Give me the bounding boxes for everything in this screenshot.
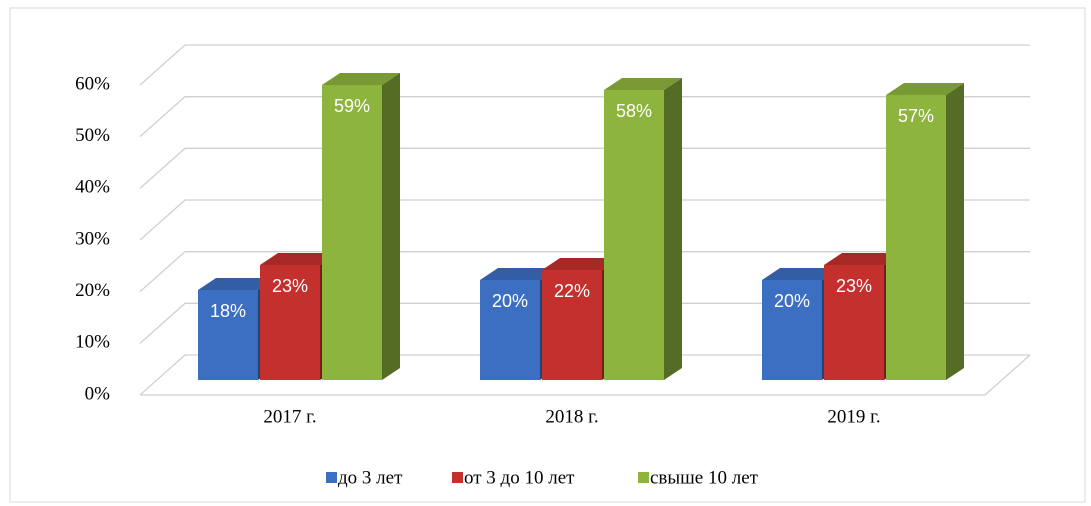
x-tick-label: 2017 г. xyxy=(263,406,316,427)
bar-face xyxy=(664,78,682,380)
grid-line xyxy=(139,302,1030,344)
legend-label: свыше 10 лет xyxy=(650,467,759,488)
bar-face xyxy=(824,253,902,265)
grid-line xyxy=(139,251,1030,293)
bar-face xyxy=(382,73,400,380)
bar-face xyxy=(542,258,620,270)
bar-face xyxy=(604,78,682,90)
bar-face xyxy=(260,265,320,380)
y-tick-label: 30% xyxy=(75,228,110,249)
grid-line xyxy=(139,354,1030,396)
bar-face xyxy=(946,83,964,380)
bar xyxy=(604,78,682,380)
grid-line xyxy=(139,96,1030,138)
y-tick-label: 0% xyxy=(85,383,111,404)
value-label: 23% xyxy=(836,276,872,296)
bar-face xyxy=(762,280,822,380)
value-label: 18% xyxy=(210,301,246,321)
grid-line xyxy=(139,147,1030,189)
grid-line xyxy=(139,199,1030,241)
x-tick-label: 2018 г. xyxy=(545,406,598,427)
bar-face xyxy=(322,73,400,85)
legend-swatch xyxy=(326,472,337,483)
bar-face xyxy=(198,290,258,380)
bar-face xyxy=(480,268,558,280)
value-label: 22% xyxy=(554,281,590,301)
y-tick-label: 50% xyxy=(75,125,110,146)
bar xyxy=(886,83,964,380)
value-label: 57% xyxy=(898,106,934,126)
grid-line xyxy=(139,44,1030,86)
floor-edge xyxy=(984,354,1031,396)
bar-face xyxy=(480,280,540,380)
value-label: 59% xyxy=(334,96,370,116)
value-label: 23% xyxy=(272,276,308,296)
bar-face xyxy=(604,90,664,380)
bar-face xyxy=(198,278,276,290)
bar-face xyxy=(542,270,602,380)
bar-face xyxy=(886,95,946,380)
y-tick-label: 40% xyxy=(75,177,110,198)
bar-face xyxy=(322,85,382,380)
x-tick-label: 2019 г. xyxy=(827,406,880,427)
value-label: 58% xyxy=(616,101,652,121)
bar xyxy=(322,73,400,380)
legend-label: от 3 до 10 лет xyxy=(464,467,575,488)
legend-swatch xyxy=(452,472,463,483)
y-tick-label: 20% xyxy=(75,280,110,301)
bar-face xyxy=(762,268,840,280)
value-label: 20% xyxy=(492,291,528,311)
value-label: 20% xyxy=(774,291,810,311)
legend-swatch xyxy=(638,472,649,483)
bar-face xyxy=(824,265,884,380)
legend-label: до 3 лет xyxy=(338,467,403,488)
y-tick-label: 10% xyxy=(75,332,110,353)
y-tick-label: 60% xyxy=(75,73,110,94)
bar-face xyxy=(886,83,964,95)
bar-face xyxy=(260,253,338,265)
